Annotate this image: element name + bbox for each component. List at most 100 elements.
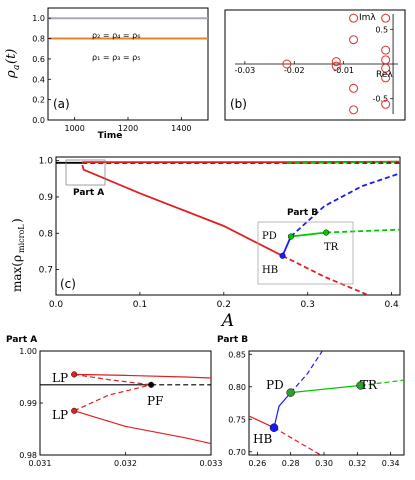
inset-part-a: Part A 0.031 0.032 0.033 0.98 0.99 1.00 LP LP… (6, 335, 222, 468)
panel-c-points (279, 229, 330, 259)
panel-b-ytick-label: -0.5 (372, 95, 388, 104)
part-a-series-5 (73, 384, 152, 412)
part-b-point-tr-3 (356, 381, 365, 390)
part-b-series-4 (290, 351, 323, 393)
panel-c-xtick-label: 0.0 (49, 300, 64, 310)
panel-c: 0.0 0.1 0.2 0.3 0.4 0.7 0.8 0.9 1.0 Part A Part … (10, 156, 401, 331)
panel-b-ytick-label: 0.5 (375, 25, 388, 34)
panel-b-xtick-label: -0.02 (284, 66, 305, 75)
panel-c-part-b-label: Part B (287, 208, 318, 218)
part-b-xtick-label: 0.28 (282, 459, 300, 468)
panel-b: -0.03 -0.02 -0.01 0.5 -0.5 Imλ Reλ (b) (224, 9, 406, 121)
panel-b-relabel: Reλ (376, 70, 393, 80)
part-b-series-6 (360, 379, 404, 386)
part-b-ytick-label: 0.70 (228, 448, 246, 457)
part-a-series-3 (74, 373, 211, 379)
part-b-ytick-label: 0.80 (228, 383, 246, 392)
panel-c-ytick-label: 0.7 (39, 266, 53, 276)
panel-a-frame (47, 7, 209, 121)
panel-c-series-7 (290, 172, 400, 238)
panel-c-series-8 (290, 231, 327, 238)
part-b-series-2 (273, 427, 322, 455)
panel-b-eigenvalue-1 (282, 59, 292, 69)
panel-c-ytick-label: 1.0 (39, 157, 54, 167)
panel-a-ylabel-tail: (t) (4, 49, 19, 64)
part-b-xtick-label: 0.32 (348, 459, 366, 468)
panel-c-ylabel-sub: microL (17, 224, 26, 253)
part-b-xtick-label: 0.26 (248, 459, 266, 468)
panel-c-point-pd-2 (287, 233, 294, 240)
part-b-xtick-label: 0.34 (382, 459, 400, 468)
panel-b-points (282, 13, 391, 115)
panel-c-series (56, 160, 400, 295)
panel-c-ylabel: max(ρ microL ) (10, 218, 26, 292)
panel-c-ticks: 0.0 0.1 0.2 0.3 0.4 0.7 0.8 0.9 1.0 (39, 157, 399, 310)
part-a-series (40, 373, 211, 445)
part-b-box (257, 221, 354, 285)
panel-b-frame (224, 9, 406, 121)
part-a-frame (39, 350, 212, 456)
panel-a-xtick-label: 1000 (64, 124, 84, 133)
part-b-title: Part B (217, 335, 248, 345)
part-a-series-4 (74, 373, 152, 386)
part-a-ticks: 0.031 0.032 0.033 0.98 0.99 1.00 (19, 347, 222, 468)
part-b-frame (248, 350, 405, 456)
part-a-points (71, 371, 155, 414)
panel-a-xtick-label: 1200 (118, 124, 138, 133)
part-a-point-pf-3 (148, 381, 155, 388)
panel-a-xtick-label: 1400 (171, 124, 191, 133)
part-b-ytick-label: 0.75 (228, 415, 246, 424)
panel-a-ytick-label: 1.0 (32, 14, 45, 23)
panel-a-legend-bottom: ρ₁ = ρ₃ = ρ₅ (92, 53, 140, 62)
panel-c-xtick-label: 0.3 (301, 300, 315, 310)
panel-c-series-6 (281, 236, 292, 257)
panel-c-ytick-label: 0.8 (39, 229, 54, 239)
part-b-point-hb-1 (269, 423, 279, 432)
panel-a-ytick-label: 0.0 (32, 116, 45, 125)
panel-b-xtick-label: -0.01 (333, 66, 354, 75)
panel-b-eigenvalue-2 (331, 57, 341, 67)
panel-a: 1000 1200 1400 0.0 0.2 0.4 0.6 0.8 1.0 ρ₂ = ρ₄ =… (4, 7, 209, 141)
part-a-xtick-label: 0.033 (200, 459, 223, 468)
panel-b-eigenvalue-11 (381, 63, 391, 73)
part-a-xtick-label: 0.031 (29, 459, 52, 468)
part-a-point-lp-1 (71, 371, 78, 378)
panel-c-tr-label: TR (324, 242, 339, 253)
panel-c-ytick-label: 0.9 (39, 193, 54, 203)
part-b-series-1 (249, 415, 275, 429)
part-b-tr-label: TR (360, 378, 378, 392)
panel-a-ticks: 1000 1200 1400 0.0 0.2 0.4 0.6 0.8 1.0 (32, 14, 191, 133)
panel-a-xlabel: Time (98, 131, 123, 141)
part-a-title: Part A (6, 335, 37, 345)
panel-b-eigenvalue-5 (349, 35, 359, 45)
panel-b-eigenvalue-13 (381, 99, 391, 109)
panel-a-series (48, 17, 208, 40)
part-a-xtick-label: 0.032 (114, 459, 137, 468)
part-a-ytick-label: 0.99 (19, 399, 37, 408)
part-b-ticks: 0.26 0.28 0.30 0.32 0.34 0.70 0.75 0.80 0.85 (228, 350, 399, 468)
panel-c-series-9 (326, 228, 400, 234)
panel-b-eigenvalue-4 (349, 13, 359, 23)
panel-c-hb-label: HB (262, 265, 278, 276)
panel-c-tag: (c) (60, 277, 76, 291)
part-b-pd-label: PD (266, 378, 284, 392)
panel-c-series-4 (81, 164, 283, 257)
panel-b-eigenvalue-7 (349, 105, 359, 115)
panel-b-eigenvalue-3 (331, 61, 341, 71)
panel-b-xtick-label: -0.03 (235, 66, 256, 75)
part-a-box (65, 159, 106, 186)
panel-b-axes: -0.03 -0.02 -0.01 0.5 -0.5 (235, 14, 398, 114)
panel-a-ytick-label: 0.6 (32, 55, 45, 64)
panel-a-ytick-label: 0.4 (32, 75, 45, 84)
panel-c-point-tr-3 (323, 229, 330, 236)
panel-b-eigenvalue-6 (349, 83, 359, 93)
panel-b-eigenvalue-8 (381, 13, 391, 23)
panel-b-imlabel: Imλ (359, 13, 376, 23)
part-a-lp-upper-label: LP (52, 371, 68, 385)
part-b-ytick-label: 0.85 (228, 350, 246, 359)
panel-c-xtick-label: 0.2 (217, 300, 231, 310)
panel-a-ytick-label: 0.2 (32, 96, 45, 105)
panel-a-ytick-label: 0.8 (32, 35, 45, 44)
part-b-points (269, 381, 365, 432)
